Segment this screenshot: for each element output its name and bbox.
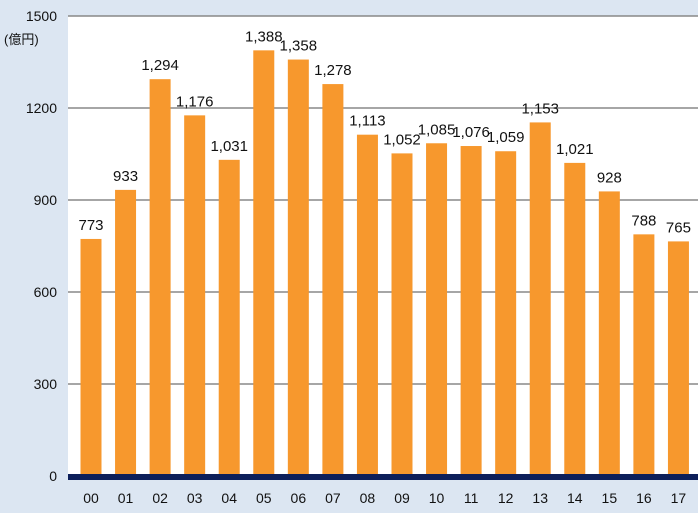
bar-value-label: 928 [597, 169, 622, 186]
x-tick-label: 02 [152, 490, 168, 506]
bar-value-label: 1,278 [314, 62, 352, 79]
bar [564, 162, 586, 477]
bar-value-label: 773 [78, 217, 103, 234]
x-tick-label: 10 [429, 490, 445, 506]
bar [356, 134, 378, 476]
bar-value-label: 1,059 [487, 129, 525, 146]
bar [495, 151, 517, 477]
y-tick-label: 1200 [26, 100, 57, 116]
bar-value-label: 1,153 [521, 100, 559, 117]
bar [253, 50, 275, 476]
x-tick-label: 14 [567, 490, 583, 506]
bar [633, 234, 655, 476]
bar-value-label: 1,031 [210, 138, 248, 155]
bar-value-label: 765 [666, 219, 691, 236]
bar [391, 153, 413, 477]
x-tick-label: 04 [221, 490, 237, 506]
y-tick-label: 600 [34, 284, 58, 300]
bar [322, 84, 344, 476]
x-tick-label: 05 [256, 490, 272, 506]
x-tick-label: 16 [636, 490, 652, 506]
x-tick-label: 12 [498, 490, 514, 506]
x-tick-label: 01 [118, 490, 134, 506]
bar-value-label: 1,085 [418, 121, 456, 138]
bar-value-label: 1,388 [245, 28, 283, 45]
x-tick-label: 17 [671, 490, 687, 506]
bar [218, 159, 240, 476]
bar-value-label: 1,021 [556, 141, 594, 158]
bar-value-label: 1,076 [452, 124, 490, 141]
y-tick-label: 900 [34, 192, 58, 208]
x-axis-ticks: 00 01 02 03 04 05 06 07 08 09 10 11 12 13 14 15 16 17 [83, 490, 686, 506]
bar [115, 189, 137, 476]
bar-value-label: 1,113 [349, 113, 385, 130]
y-tick-label: 1500 [26, 8, 57, 24]
bars [80, 50, 689, 477]
bar [184, 115, 206, 477]
bar-value-label: 1,176 [176, 93, 214, 110]
x-tick-label: 15 [602, 490, 618, 506]
y-tick-label: 300 [34, 376, 58, 392]
bar-value-label: 788 [631, 212, 656, 229]
bar [529, 122, 551, 476]
gridlines [68, 15, 698, 385]
plot-area [68, 16, 698, 476]
bar [287, 59, 309, 477]
y-tick-label: 0 [49, 468, 57, 484]
x-tick-label: 06 [291, 490, 307, 506]
x-tick-label: 13 [532, 490, 548, 506]
x-tick-label: 03 [187, 490, 203, 506]
bar [667, 241, 689, 476]
x-tick-label: 09 [394, 490, 410, 506]
bar [426, 143, 448, 476]
bar-value-label: 1,052 [383, 131, 421, 148]
y-axis-unit-label: (億円) [4, 32, 39, 47]
x-tick-label: 08 [360, 490, 376, 506]
bar [598, 191, 620, 476]
y-axis-ticks: 0 300 600 900 1200 1500 [26, 8, 57, 484]
baseline-bar [68, 474, 698, 480]
bar-value-label: 933 [113, 168, 138, 185]
x-tick-label: 00 [83, 490, 99, 506]
bar [460, 146, 482, 476]
x-tick-label: 11 [464, 490, 479, 506]
x-axis-baseline [68, 474, 698, 480]
bar-value-label: 1,358 [280, 38, 318, 55]
bar [149, 79, 171, 476]
x-tick-label: 07 [325, 490, 341, 506]
bar [80, 238, 102, 476]
bar-value-label: 1,294 [141, 57, 179, 74]
